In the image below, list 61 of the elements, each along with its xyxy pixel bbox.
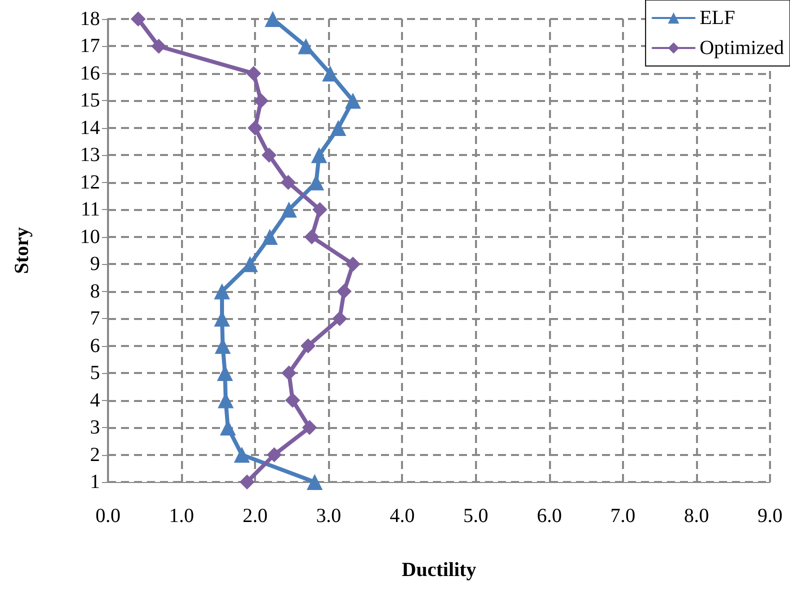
point	[336, 284, 352, 299]
point	[285, 392, 300, 408]
point	[280, 202, 297, 218]
point	[330, 120, 346, 136]
y-tick-label: 13	[80, 144, 100, 166]
x-tick-label: 7.0	[610, 505, 636, 527]
x-tick-label: 3.0	[316, 505, 342, 527]
y-tick-label: 15	[80, 90, 100, 112]
point	[304, 229, 320, 244]
point	[280, 174, 296, 190]
point	[298, 38, 314, 54]
x-tick-label: 6.0	[536, 505, 562, 527]
point	[312, 202, 328, 218]
point	[262, 228, 278, 245]
x-tick-label: 4.0	[390, 505, 415, 527]
y-tick-label: 17	[80, 35, 100, 58]
point	[311, 147, 328, 164]
point	[322, 65, 338, 82]
point	[130, 12, 146, 26]
x-tick-label: 2.0	[242, 505, 268, 527]
legend-label: ELF	[700, 7, 736, 29]
point	[306, 474, 323, 490]
point	[214, 283, 230, 300]
point	[246, 66, 262, 81]
point	[248, 120, 263, 136]
y-tick-label: 6	[90, 334, 100, 357]
point	[332, 311, 348, 326]
point	[151, 38, 166, 54]
x-tick-label: 8.0	[684, 505, 709, 527]
point	[262, 148, 277, 163]
y-tick-label: 1	[90, 471, 100, 493]
x-tick-label: 1.0	[169, 505, 194, 527]
point	[300, 338, 316, 354]
point	[234, 446, 250, 463]
y-tick-label: 11	[80, 198, 100, 221]
point	[344, 92, 361, 109]
y-tick-label: 12	[80, 171, 100, 194]
point	[302, 420, 318, 436]
y-tick-label: 9	[90, 253, 100, 276]
legend-label: Optimized	[700, 37, 784, 59]
y-tick-label: 8	[90, 280, 100, 302]
y-tick-label: 14	[80, 116, 100, 139]
y-tick-label: 16	[80, 62, 100, 84]
x-axis-title: Ductility	[402, 559, 476, 581]
point	[240, 474, 255, 490]
y-tick-label: 10	[80, 226, 100, 248]
y-axis-title: Story	[11, 227, 33, 274]
y-tick-label: 2	[90, 444, 100, 466]
point	[264, 11, 281, 27]
point	[281, 366, 296, 381]
x-tick-label: 5.0	[463, 505, 488, 527]
y-tick-label: 18	[80, 8, 100, 30]
x-tick-label: 9.0	[758, 505, 782, 527]
point	[266, 447, 282, 462]
y-tick-label: 5	[90, 362, 100, 384]
y-tick-label: 4	[90, 389, 100, 412]
x-tick-label: 0.0	[96, 505, 120, 527]
y-tick-label: 3	[90, 416, 100, 439]
point	[345, 256, 360, 272]
y-tick-label: 7	[90, 308, 100, 330]
point	[253, 93, 268, 108]
